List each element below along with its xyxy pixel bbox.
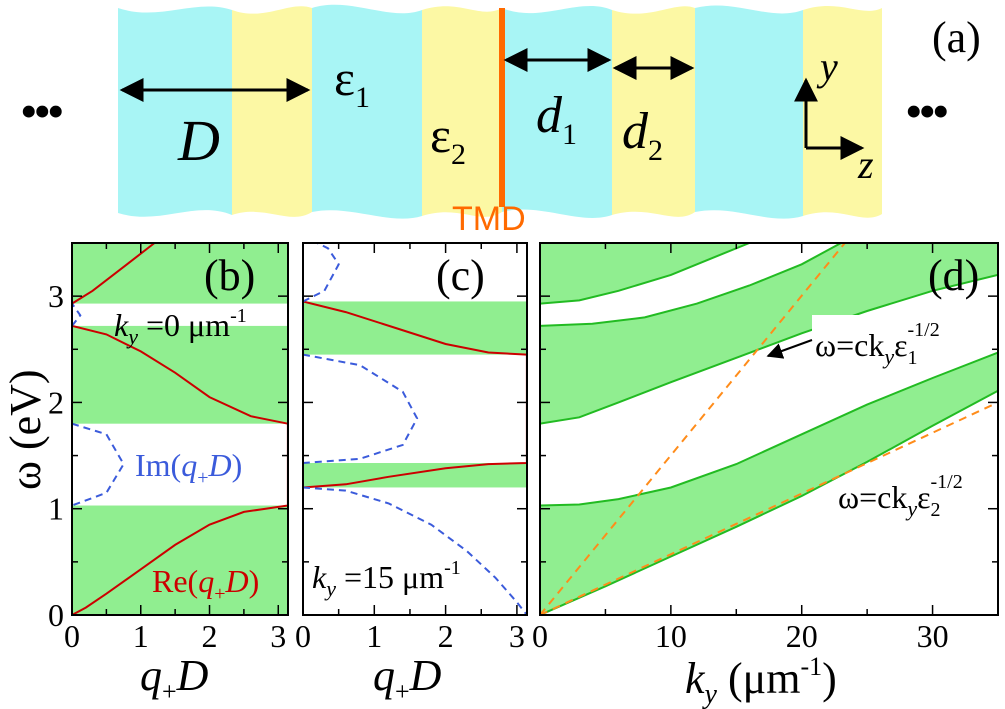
light1-pointer-arrow <box>766 339 813 359</box>
panel-c-ticks: 0 1 2 3 <box>295 243 527 654</box>
panel-b-ticks: 0 1 2 3 0 1 2 3 <box>48 243 288 654</box>
panel-d-bands <box>540 243 998 615</box>
panel-d-label: (d) <box>928 251 979 300</box>
panel-b-curves <box>72 243 288 615</box>
dots-left: ••• <box>20 83 62 139</box>
panel-b-frame <box>71 242 289 616</box>
panel-c-bands <box>303 301 527 488</box>
x-tick-label: 10 <box>655 618 687 654</box>
x-tick-label: 0 <box>64 618 80 654</box>
light-line <box>540 243 846 615</box>
allowed-band <box>72 243 288 304</box>
layer-eps2-2 <box>422 6 502 217</box>
x-tick-label: 2 <box>438 618 454 654</box>
band-edge <box>540 351 998 507</box>
panel-b-bands <box>72 243 288 615</box>
panel-b-re-annotation: Re(q+D) <box>152 563 259 605</box>
y-tick-label: 0 <box>48 597 64 633</box>
y-tick-label: 1 <box>48 491 64 527</box>
label-eps2: ε2 <box>430 107 466 171</box>
panel-d-ticks: 0 10 20 30 <box>532 243 999 654</box>
label-d2: d2 <box>622 103 663 167</box>
band-edge <box>540 243 842 327</box>
allowed-band <box>540 352 998 615</box>
panel-c-frame <box>302 242 528 616</box>
panel-c-ky-annotation: ky =15 μm-1 <box>312 557 461 601</box>
allowed-band <box>72 505 288 615</box>
panel-d-xlabel: ky (μm-1) <box>685 652 837 709</box>
x-tick-label: 1 <box>366 618 382 654</box>
panel-c: 0 1 2 3 (c) ky =15 μm-1 q+D <box>295 242 528 706</box>
x-tick-label: 3 <box>509 618 525 654</box>
layer-eps2-4 <box>803 6 882 218</box>
layer-eps2-1 <box>232 6 312 217</box>
allowed-band <box>303 463 527 488</box>
light1-label-bg <box>812 315 962 365</box>
layer-eps1-4 <box>695 5 803 219</box>
re-curve <box>72 243 288 615</box>
band-edge <box>540 243 750 305</box>
panel-b-ky-annotation: ky =0 μm-1 <box>114 305 247 349</box>
dots-right: ••• <box>905 83 947 139</box>
layer-eps1-1 <box>118 6 232 217</box>
panel-d: 0 10 20 30 (d) ω=ckyε1-1/2 ω=ckyε2-1/2 ky (… <box>532 242 999 709</box>
label-tmd: TMD <box>452 200 526 238</box>
allowed-band <box>72 325 288 424</box>
band-edge <box>540 273 998 425</box>
y-axis-title: ω (eV) <box>1 369 50 490</box>
allowed-band <box>540 243 750 304</box>
x-tick-label: 3 <box>270 618 286 654</box>
light-line <box>540 401 998 615</box>
panel-d-frame <box>539 242 999 616</box>
label-D: D <box>177 108 220 173</box>
light-line-1-label: ω=ckyε1-1/2 <box>815 319 940 369</box>
x-tick-label: 30 <box>917 618 949 654</box>
panel-b-xlabel: q+D <box>140 651 209 706</box>
label-d1: d1 <box>536 87 577 151</box>
y-tick-label: 3 <box>48 278 64 314</box>
allowed-band <box>540 243 998 424</box>
panel-c-xlabel: q+D <box>373 651 442 706</box>
light-line-2-label: ω=ckyε2-1/2 <box>838 471 963 521</box>
x-tick-label: 2 <box>202 618 218 654</box>
y-tick-label: 2 <box>48 384 64 420</box>
x-tick-label: 0 <box>295 618 311 654</box>
panel-a-structure: ••• ••• D ε1 ε2 d1 d2 y z TMD (a) <box>20 4 981 238</box>
band-edge <box>540 389 998 615</box>
im-curve <box>303 353 419 464</box>
layer-eps1-2 <box>312 4 422 219</box>
im-curve <box>72 422 125 507</box>
panel-d-light-lines <box>540 243 998 615</box>
im-curve <box>72 303 82 327</box>
label-z: z <box>857 142 874 187</box>
label-eps1: ε1 <box>334 50 370 114</box>
panel-c-label: (c) <box>436 251 485 300</box>
panel-b-im-annotation: Im(q+D) <box>135 447 242 489</box>
x-tick-label: 1 <box>133 618 149 654</box>
im-curve <box>303 243 340 303</box>
label-y: y <box>816 44 838 89</box>
panel-a-label: (a) <box>932 13 981 62</box>
x-tick-label: 20 <box>786 618 818 654</box>
im-curve <box>303 486 527 615</box>
panel-b-label: (b) <box>204 251 255 300</box>
x-tick-label: 0 <box>532 618 548 654</box>
